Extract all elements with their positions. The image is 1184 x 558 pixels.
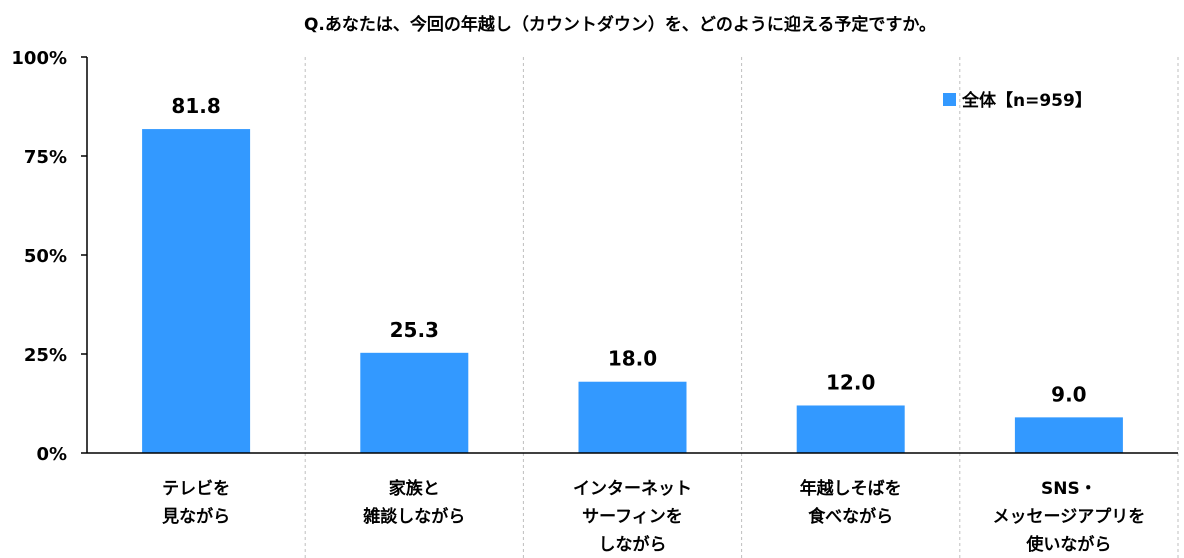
bar bbox=[578, 381, 687, 453]
data-label: 18.0 bbox=[608, 347, 657, 371]
data-label: 25.3 bbox=[390, 318, 439, 342]
axes bbox=[81, 56, 1178, 454]
category-label: SNS・ bbox=[1041, 479, 1097, 499]
category-label: 年越しそばを bbox=[800, 478, 902, 499]
legend-label: 全体【n=959】 bbox=[961, 90, 1092, 111]
category-label: しながら bbox=[599, 534, 667, 555]
category-label: メッセージアプリを bbox=[993, 506, 1146, 527]
y-tick-label: 25% bbox=[24, 345, 67, 366]
y-tick-label: 50% bbox=[24, 246, 67, 267]
chart-title: Q.あなたは、今回の年越し（カウントダウン）を、どのように迎える予定ですか。 bbox=[304, 14, 936, 35]
category-label: 家族と bbox=[389, 478, 440, 499]
category-label: インターネット bbox=[573, 479, 692, 499]
legend-swatch bbox=[943, 93, 956, 106]
category-label: 雑談しながら bbox=[362, 506, 465, 527]
y-tick-label: 0% bbox=[36, 444, 67, 465]
category-label: 使いながら bbox=[1025, 534, 1111, 555]
data-label: 81.8 bbox=[171, 94, 220, 118]
category-label: サーフィンを bbox=[582, 507, 683, 527]
category-label: 見ながら bbox=[161, 506, 230, 527]
data-label: 12.0 bbox=[826, 370, 875, 394]
bar bbox=[1014, 417, 1123, 453]
data-label: 9.0 bbox=[1051, 382, 1086, 406]
y-tick-labels: 0% 25% 50% 75% 100% bbox=[11, 48, 67, 465]
legend: 全体【n=959】 bbox=[943, 90, 1092, 111]
bar bbox=[360, 352, 469, 453]
data-labels: 81.8 25.3 18.0 12.0 9.0 bbox=[171, 94, 1086, 406]
y-tick-label: 100% bbox=[11, 48, 67, 69]
category-label: テレビを bbox=[162, 479, 230, 499]
bar bbox=[142, 129, 251, 453]
y-tick-label: 75% bbox=[24, 147, 67, 168]
bar bbox=[796, 405, 905, 453]
category-label: 食べながら bbox=[808, 506, 893, 527]
bars bbox=[142, 129, 1123, 453]
